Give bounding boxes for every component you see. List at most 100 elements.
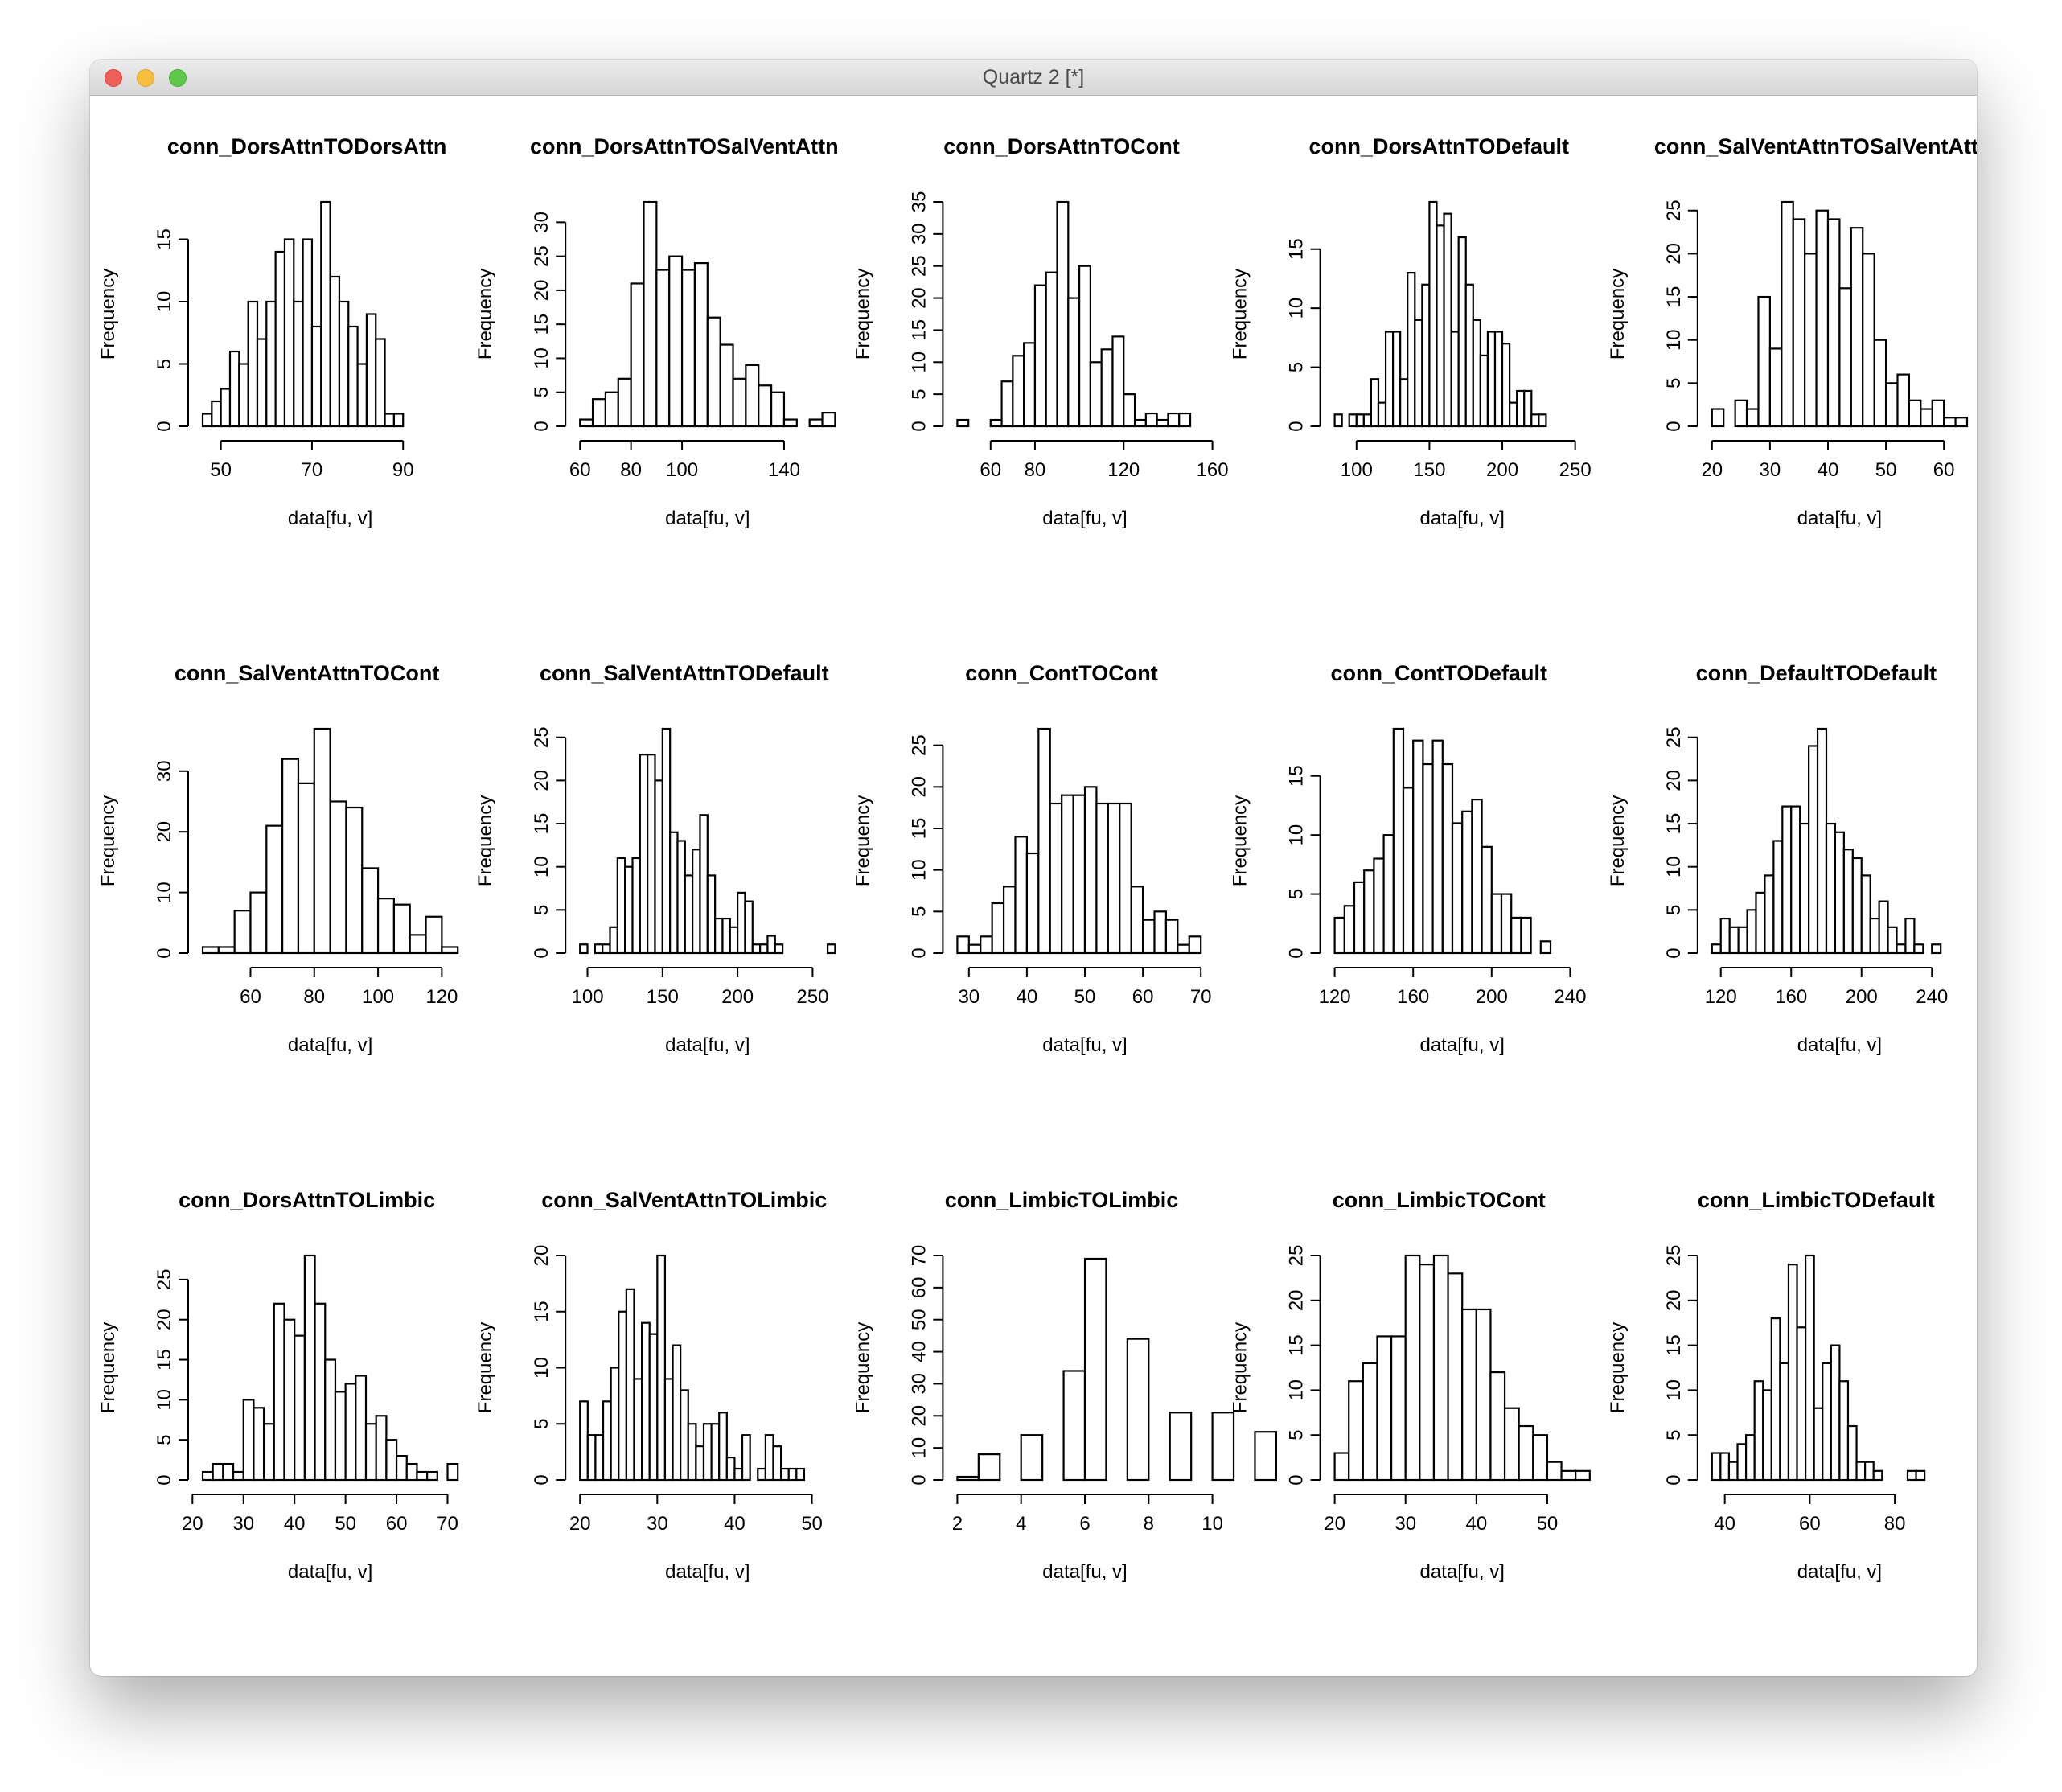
- histogram-bar: [1815, 209, 1830, 428]
- histogram-bar: [1062, 1370, 1086, 1482]
- histogram-bar: [808, 418, 824, 428]
- histogram-bar: [741, 1434, 751, 1482]
- histogram-bar: [1510, 916, 1522, 955]
- minimize-window-button[interactable]: [137, 69, 154, 87]
- histogram-bar: [1855, 1461, 1867, 1482]
- histogram-bar: [253, 1407, 265, 1482]
- y-tick-label: 20: [1286, 1289, 1308, 1311]
- y-tick-label: 25: [1286, 1245, 1308, 1267]
- x-tick-label: 30: [958, 986, 980, 1008]
- x-tick-label: 50: [1875, 459, 1897, 481]
- histogram-bar: [956, 935, 970, 955]
- histogram-bar: [201, 413, 213, 428]
- histogram-bar: [293, 300, 304, 428]
- histogram-bar: [1000, 380, 1014, 428]
- y-tick-label: 20: [908, 1405, 930, 1427]
- y-tick-label: 20: [1663, 243, 1685, 265]
- panel-title: conn_ContTODefault: [1330, 661, 1547, 685]
- histogram-bar: [693, 261, 709, 428]
- histogram-bar: [1851, 857, 1863, 955]
- histogram-bar: [320, 200, 331, 428]
- y-tick-label: 15: [154, 1349, 175, 1371]
- histogram-bar: [654, 779, 663, 955]
- histogram-bar: [640, 1321, 651, 1482]
- histogram-bar: [1518, 1424, 1534, 1482]
- histogram-bar: [795, 1467, 806, 1482]
- title-bar[interactable]: Quartz 2 [*]: [90, 60, 1977, 96]
- histogram-bar: [1486, 331, 1497, 428]
- histogram-bar: [1764, 874, 1775, 955]
- histogram-bar: [1211, 1412, 1235, 1482]
- x-tick-label: 50: [801, 1513, 823, 1535]
- histogram-bar: [1790, 805, 1801, 955]
- histogram-bar: [329, 800, 347, 955]
- x-tick-label: 60: [569, 459, 591, 481]
- x-tick-label: 30: [647, 1513, 668, 1535]
- y-tick-label: 10: [531, 1357, 552, 1379]
- histogram-bar: [733, 1467, 744, 1482]
- panel-title: conn_DefaultTODefault: [1696, 661, 1937, 685]
- x-tick-label: 70: [437, 1513, 458, 1535]
- y-tick-label: 5: [1663, 905, 1685, 915]
- histogram-bar: [1056, 200, 1070, 428]
- x-tick-label: 70: [302, 459, 323, 481]
- x-tick-label: 20: [569, 1513, 591, 1535]
- histogram-bar: [1072, 794, 1086, 955]
- histogram-bar: [1083, 1257, 1107, 1482]
- histogram-bar: [684, 874, 694, 955]
- histogram-bar: [759, 943, 769, 955]
- histogram-bar: [1792, 218, 1806, 428]
- zoom-window-button[interactable]: [169, 69, 187, 87]
- x-tick-label: 40: [724, 1513, 746, 1535]
- histogram-bar: [1355, 413, 1365, 428]
- x-axis-label: data[fu, v]: [1797, 508, 1882, 529]
- histogram-bar: [672, 1344, 682, 1482]
- histogram-bar: [1123, 393, 1136, 428]
- y-axis-label: Frequency: [852, 1322, 873, 1413]
- histogram-bar: [1727, 1461, 1739, 1482]
- histogram-bar: [392, 903, 411, 955]
- histogram-bar: [1422, 762, 1434, 955]
- y-axis-label: Frequency: [1230, 269, 1251, 360]
- histogram-bar: [757, 1467, 766, 1482]
- x-tick-label: 20: [1701, 459, 1723, 481]
- histogram-bar: [1755, 891, 1766, 955]
- histogram-bar: [416, 1470, 429, 1482]
- x-tick-label: 100: [362, 986, 394, 1008]
- y-tick-label: 10: [1286, 824, 1308, 846]
- x-tick-label: 60: [240, 986, 261, 1008]
- histogram-bar: [782, 418, 798, 428]
- plot-area: conn_DorsAttnTODorsAttn 50 70 90 0 5 10 15 data[…: [90, 96, 1977, 1676]
- histogram-bar: [265, 824, 284, 955]
- panel-title: conn_SalVentAttnTODefault: [540, 661, 829, 685]
- histogram-bar: [1153, 910, 1168, 955]
- histogram-bar: [1805, 1254, 1815, 1482]
- histogram-bar: [772, 1445, 782, 1482]
- histogram-bar: [232, 1470, 244, 1482]
- close-window-button[interactable]: [105, 69, 122, 87]
- histogram-bar: [1373, 857, 1385, 955]
- histogram-bar: [729, 926, 739, 955]
- histogram-bar: [1067, 297, 1081, 428]
- histogram-bar: [365, 313, 377, 428]
- y-tick-label: 35: [908, 191, 930, 213]
- histogram-bar: [1457, 236, 1467, 428]
- y-tick-label: 20: [531, 770, 552, 791]
- histogram-bar: [1130, 886, 1144, 955]
- histogram-bar: [1530, 413, 1540, 428]
- histogram-bar: [1908, 399, 1922, 428]
- histogram-bar: [1906, 1469, 1917, 1482]
- histogram-bar: [247, 300, 259, 428]
- histogram-bar: [1045, 271, 1058, 428]
- panel-title: conn_ContTOCont: [965, 661, 1157, 685]
- histogram-bar: [1362, 413, 1373, 428]
- y-tick-label: 0: [531, 421, 552, 431]
- y-tick-label: 15: [908, 818, 930, 840]
- y-tick-label: 20: [908, 287, 930, 309]
- histogram-bar: [1254, 1431, 1278, 1482]
- histogram-bar: [1744, 1434, 1756, 1482]
- histogram-bar: [1516, 389, 1526, 428]
- panel-title: conn_SalVentAttnTOSalVentAtt: [1654, 134, 1977, 158]
- histogram-bar: [1025, 852, 1040, 955]
- y-tick-label: 20: [1663, 1289, 1685, 1311]
